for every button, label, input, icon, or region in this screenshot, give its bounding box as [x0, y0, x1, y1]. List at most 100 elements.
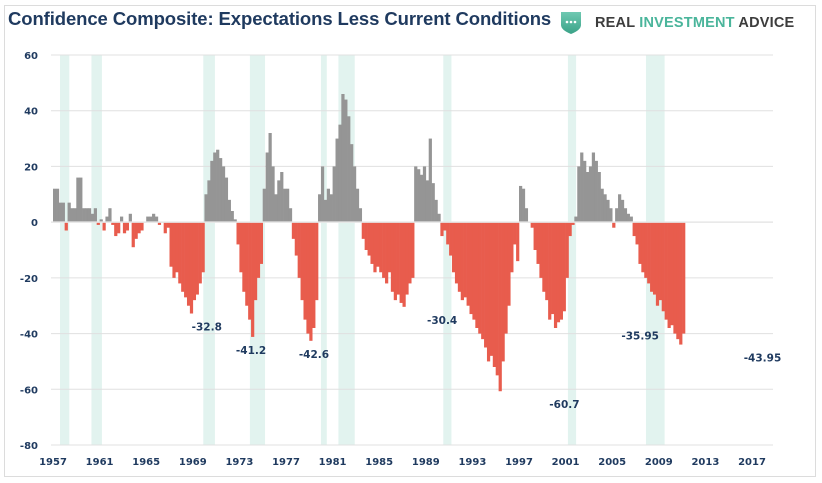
bar-negative [673, 222, 677, 334]
bar-positive [615, 208, 619, 223]
bar-positive [574, 216, 578, 223]
bar-negative [297, 222, 301, 278]
bar-positive [61, 202, 65, 223]
bar-positive [99, 219, 103, 223]
bar-positive [105, 216, 109, 223]
bar-positive [618, 194, 622, 223]
bar-positive [221, 166, 226, 223]
bar-positive [233, 219, 237, 223]
recession-bands [59, 55, 665, 445]
bar-negative [236, 222, 240, 245]
bar-positive [341, 94, 345, 223]
bar-positive [262, 188, 266, 223]
bar-negative [172, 222, 176, 278]
bar-positive [79, 177, 83, 223]
x-axis-ticks: 1957 1961 1965 1969 1973 1977 1981 1985 1989 1993… [39, 457, 766, 468]
bar-negative [559, 222, 563, 320]
bar-negative [478, 222, 482, 334]
bar-positive [352, 166, 357, 223]
trough-label: -32.8 [192, 322, 222, 334]
bar-negative [114, 222, 118, 237]
bar-positive [588, 166, 593, 223]
bar-negative [650, 222, 654, 292]
trough-label: -42.6 [299, 349, 329, 361]
trough-label: -30.4 [427, 315, 457, 327]
bar-negative [551, 222, 555, 315]
bar-negative [475, 222, 479, 328]
x-tick-label: 1957 [39, 457, 67, 468]
bar-positive [344, 99, 348, 223]
bar-positive [204, 194, 208, 223]
bar-negative [239, 222, 243, 273]
bar-negative [300, 222, 304, 301]
bar-negative [399, 222, 403, 303]
bar-negative [259, 222, 263, 264]
bar-positive [626, 213, 630, 223]
bar-negative [504, 222, 508, 334]
bar-negative [501, 222, 505, 362]
x-tick-label: 1977 [272, 457, 300, 468]
bar-positive [288, 208, 293, 223]
recession-band [203, 55, 215, 445]
brand-logo: REAL INVESTMENT ADVICE [560, 10, 794, 36]
bar-negative [553, 222, 558, 328]
bar-negative [452, 222, 456, 273]
y-axis-ticks: 60 40 20 0 -20 -40 -60 -80 [20, 51, 38, 452]
shield-dots-icon [561, 12, 581, 34]
bar-positive [93, 208, 97, 223]
bar-positive [58, 202, 63, 223]
bar-positive [230, 211, 234, 223]
bar-negative [647, 222, 651, 284]
bar-positive [597, 172, 601, 223]
recession-band [91, 55, 102, 445]
gridlines [51, 54, 773, 446]
bar-positive [335, 138, 339, 223]
chart-title: Confidence Composite: Expectations Less … [8, 8, 552, 29]
bar-positive [128, 213, 132, 223]
bar-negative [96, 222, 100, 225]
bar-negative [481, 222, 485, 340]
bar-positive [85, 208, 89, 223]
bar-negative [134, 222, 138, 239]
y-tick-label: 20 [24, 162, 38, 173]
x-tick-label: 2005 [598, 457, 626, 468]
bar-negative [405, 222, 409, 295]
bar-negative [370, 222, 374, 264]
bar-negative [676, 222, 680, 340]
trough-label: -60.7 [549, 399, 579, 411]
bar-positive [577, 166, 581, 223]
y-tick-label: 0 [31, 218, 38, 229]
recession-band [59, 55, 70, 445]
bar-positive [358, 208, 363, 223]
bar-positive [87, 208, 92, 223]
bar-positive [277, 180, 281, 223]
bar-negative [361, 222, 365, 239]
bar-positive [207, 180, 211, 223]
bar-negative [489, 222, 494, 356]
bar-negative [309, 222, 313, 341]
bar-positive [355, 188, 360, 223]
x-tick-label: 1989 [412, 457, 440, 468]
y-tick-label: -60 [20, 385, 38, 396]
bar-negative [201, 222, 205, 273]
recession-band [320, 55, 327, 445]
bar-negative [125, 222, 130, 231]
bar-negative [658, 222, 663, 301]
bar-positive [323, 199, 328, 223]
bar-negative [364, 222, 368, 250]
bar-positive [434, 199, 438, 223]
bar-positive [90, 213, 95, 223]
bar-negative [486, 222, 491, 362]
bar-positive [609, 208, 613, 223]
bar-negative [513, 222, 517, 245]
bar-negative [530, 222, 534, 228]
bar-positive [519, 185, 523, 223]
bar-negative [157, 222, 162, 225]
x-tick-label: 1981 [319, 457, 347, 468]
x-tick-label: 1985 [365, 457, 393, 468]
bar-negative [367, 222, 371, 256]
bar-negative [454, 222, 459, 284]
bar-positive [629, 216, 633, 223]
x-tick-label: 1973 [225, 457, 253, 468]
bar-positive [55, 188, 60, 223]
